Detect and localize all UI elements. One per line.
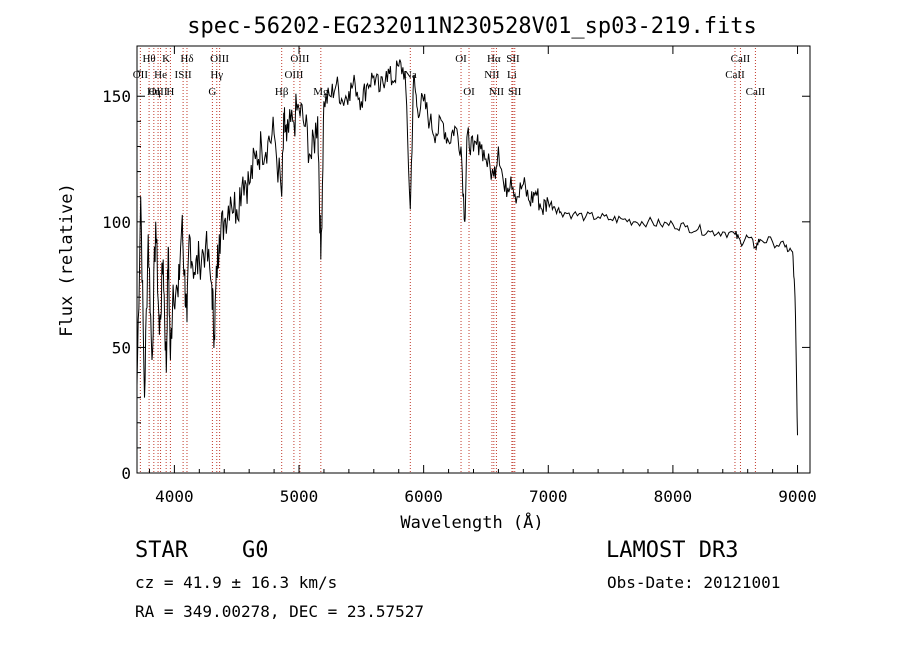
line-label: OIII — [290, 53, 309, 65]
object-class: STAR — [135, 538, 188, 563]
line-label: Li — [507, 69, 517, 81]
line-label: Hη — [147, 86, 161, 98]
line-label: CaII — [731, 53, 751, 65]
chart-title: spec-56202-EG232011N230528V01_sp03-219.f… — [187, 14, 757, 39]
x-tick-label: 7000 — [529, 487, 568, 506]
object-subclass: G0 — [242, 538, 269, 563]
line-label: G — [208, 86, 216, 98]
line-label: Hγ — [210, 69, 223, 81]
line-label: OI — [455, 53, 467, 65]
y-axis: 0 50 100 150 — [102, 45, 810, 483]
line-label: Hθ — [142, 53, 155, 65]
redshift-cz: cz = 41.9 ± 16.3 km/s — [135, 573, 338, 592]
line-label: He — [154, 69, 167, 81]
x-axis: 4000 5000 6000 7000 8000 9000 — [148, 46, 817, 506]
x-axis-label: Wavelength (Å) — [400, 511, 543, 533]
line-label: Hα — [487, 53, 501, 65]
line-label: CaII — [746, 86, 766, 98]
x-tick-label: 8000 — [654, 487, 693, 506]
line-label: OIII — [149, 86, 168, 98]
line-label: ISII — [175, 69, 192, 81]
line-label: OIII — [284, 69, 303, 81]
y-tick-label: 0 — [121, 464, 131, 483]
line-label: NII — [489, 86, 505, 98]
x-tick-label: 4000 — [155, 487, 194, 506]
line-label: Hδ — [180, 53, 193, 65]
y-tick-label: 50 — [112, 338, 131, 357]
ra-dec-coordinates: RA = 349.00278, DEC = 23.57527 — [135, 602, 424, 621]
x-tick-label: 5000 — [280, 487, 319, 506]
x-tick-label: 6000 — [404, 487, 443, 506]
y-tick-label: 150 — [102, 87, 131, 106]
line-label: Hβ — [275, 86, 289, 98]
y-axis-label: Flux (relative) — [57, 183, 77, 337]
observation-date: Obs-Date: 20121001 — [607, 573, 781, 592]
line-label: OI — [463, 86, 475, 98]
y-tick-label: 100 — [102, 213, 131, 232]
line-label: CaII — [725, 69, 745, 81]
line-label: SII — [508, 86, 522, 98]
x-tick-label: 9000 — [778, 487, 817, 506]
line-label: SII — [506, 53, 520, 65]
line-label: OIII — [210, 53, 229, 65]
line-label: NII — [484, 69, 500, 81]
line-label: H — [166, 86, 174, 98]
survey-name: LAMOST DR3 — [606, 538, 739, 563]
line-label: K — [162, 53, 170, 65]
spectrum-chart: spec-56202-EG232011N230528V01_sp03-219.f… — [57, 14, 817, 533]
spectrum-line — [136, 59, 798, 436]
line-markers — [139, 48, 756, 473]
line-label: Mg — [313, 86, 329, 98]
plot-frame — [136, 45, 811, 474]
